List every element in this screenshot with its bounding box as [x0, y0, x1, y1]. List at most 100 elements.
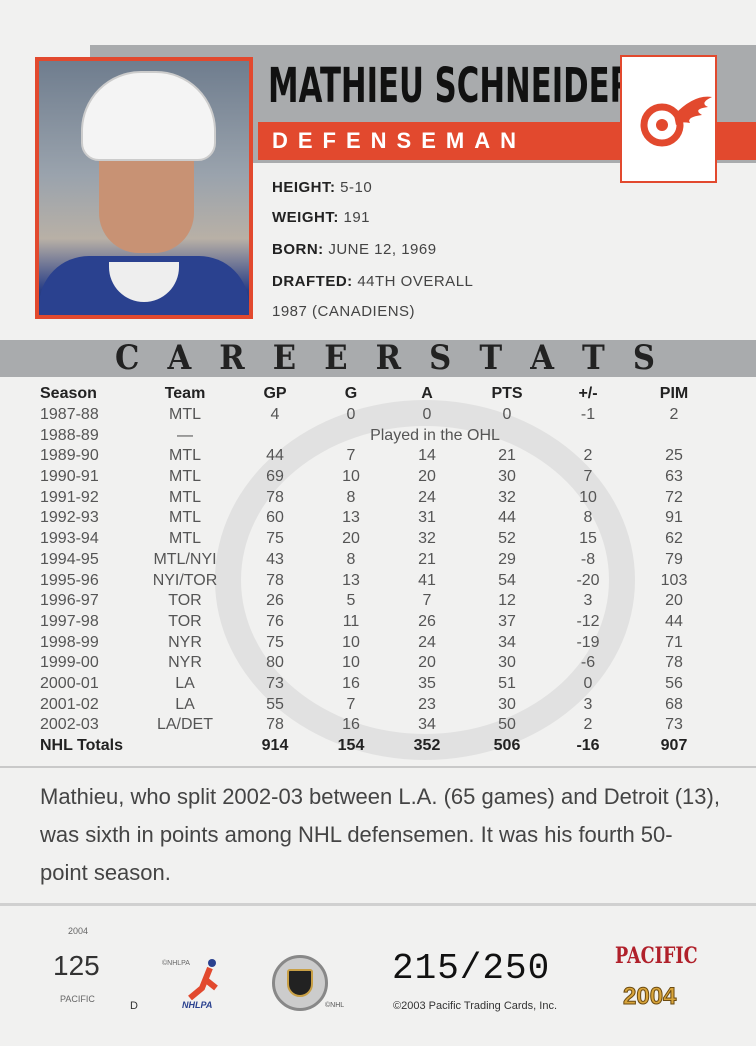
cell-pts: 32	[498, 488, 516, 506]
table-row: 1998-99 NYR 75 10 24 34 -19 71	[40, 632, 730, 653]
cell-: +/-	[578, 385, 598, 403]
cell-pts: 44	[498, 509, 516, 527]
cell-pim: 25	[665, 447, 683, 465]
cell-: 0	[583, 674, 593, 692]
cell-: 7	[583, 468, 593, 486]
cell-gp: 4	[270, 406, 280, 424]
cell-pim: 63	[665, 468, 683, 486]
cell-season: 1996-97	[40, 592, 99, 610]
cell-team: NYI/TOR	[152, 571, 218, 589]
bio-drafted: DRAFTED: 44TH OVERALL	[272, 273, 474, 290]
cell-gp: 75	[266, 530, 284, 548]
cell-g: 10	[342, 654, 360, 672]
cell-pts: 21	[498, 447, 516, 465]
cell-a: 24	[418, 488, 436, 506]
cell-pts: 50	[498, 716, 516, 734]
cell-team: MTL	[169, 509, 201, 527]
cell-pim: 56	[665, 674, 683, 692]
cell-pim: 72	[665, 488, 683, 506]
cell-team: LA	[175, 695, 195, 713]
cell-a: 32	[418, 530, 436, 548]
cell-a: 23	[418, 695, 436, 713]
nhl-logo-icon	[272, 955, 328, 1011]
stats-title-letter: S	[429, 338, 452, 378]
cell-pim: 68	[665, 695, 683, 713]
cell-pts: 54	[498, 571, 516, 589]
cell-pim: 91	[665, 509, 683, 527]
cell-: -20	[576, 571, 600, 589]
stats-title-letter: C	[115, 338, 140, 378]
cell-: 10	[579, 488, 597, 506]
cell-team: MTL	[169, 406, 201, 424]
cell-pts: 12	[498, 592, 516, 610]
cell-gp: 80	[266, 654, 284, 672]
cell-g: 0	[346, 406, 356, 424]
cell-team: MTL	[169, 447, 201, 465]
table-row: 1992-93 MTL 60 13 31 44 8 91	[40, 508, 730, 529]
cell-g: 5	[346, 592, 356, 610]
table-row: 1995-96 NYI/TOR 78 13 41 54 -20 103	[40, 570, 730, 591]
cell-a: 20	[418, 654, 436, 672]
career-stats-band	[0, 340, 756, 377]
bio-drafted-year: 1987 (CANADIENS)	[272, 303, 416, 320]
cell-g: G	[344, 385, 358, 403]
stats-title-letter: T	[479, 338, 503, 378]
stats-title-letter: E	[324, 338, 348, 378]
cell-gp: 78	[266, 716, 284, 734]
table-row: 1989-90 MTL 44 7 14 21 2 25	[40, 446, 730, 467]
stats-title-letter: E	[272, 338, 297, 378]
cell-a: 21	[418, 550, 436, 568]
cell-season: 2000-01	[40, 674, 99, 692]
cell-pts: 30	[498, 695, 516, 713]
cell-gp: 73	[266, 674, 284, 692]
cell-pts: 30	[498, 468, 516, 486]
cell-a: A	[421, 385, 433, 403]
cell-pts: 30	[498, 654, 516, 672]
cell-season: NHL Totals	[40, 737, 123, 755]
cell-pts: 37	[498, 612, 516, 630]
cell-gp: 26	[266, 592, 284, 610]
stats-table: Season Team GP G A PTS +/- PIM 1987-88 MTL 4 0 0 0 -1 2…	[40, 384, 730, 756]
cell-g: 7	[346, 447, 356, 465]
cell-team: MTL/NYI	[153, 550, 217, 568]
cell-g: 8	[346, 488, 356, 506]
copyright: ©2003 Pacific Trading Cards, Inc.	[393, 1000, 558, 1012]
cell-gp: 78	[266, 488, 284, 506]
cell-g: 8	[346, 550, 356, 568]
pacific-small: PACIFIC	[60, 994, 95, 1004]
cell-pts: 34	[498, 633, 516, 651]
cell-: -6	[580, 654, 596, 672]
cell-a: 14	[418, 447, 436, 465]
divider	[0, 766, 756, 768]
cell: —	[177, 426, 193, 444]
serial-number: 215/250	[392, 948, 551, 989]
cell-: -12	[576, 612, 600, 630]
player-photo	[35, 57, 253, 319]
red-wings-logo-icon	[620, 55, 717, 183]
cell-team: Team	[164, 385, 206, 403]
cell-: -8	[580, 550, 596, 568]
pacific-2004-logo: PACIFIC 2004	[615, 943, 698, 1011]
cell-a: 24	[418, 633, 436, 651]
table-row: 1994-95 MTL/NYI 43 8 21 29 -8 79	[40, 550, 730, 571]
cell-: 3	[583, 592, 593, 610]
cell-team: MTL	[169, 488, 201, 506]
cell-gp: 55	[266, 695, 284, 713]
cell-team: MTL	[169, 468, 201, 486]
table-row: 1987-88 MTL 4 0 0 0 -1 2	[40, 405, 730, 426]
cell-season: 2001-02	[40, 695, 99, 713]
cell-pim: 20	[665, 592, 683, 610]
cell-a: 0	[422, 406, 432, 424]
cell-gp: GP	[263, 385, 287, 403]
table-row: 1999-00 NYR 80 10 20 30 -6 78	[40, 653, 730, 674]
cell-gp: 914	[261, 737, 289, 755]
footer-d: D	[130, 1000, 138, 1012]
cell-g: 16	[342, 716, 360, 734]
cell-g: 13	[342, 571, 360, 589]
cell-: -1	[580, 406, 596, 424]
cell-: 2	[583, 447, 593, 465]
cell-team: NYR	[168, 654, 202, 672]
cell-pts: 52	[498, 530, 516, 548]
card-number: 125	[53, 950, 100, 981]
table-row: 2002-03 LA/DET 78 16 34 50 2 73	[40, 715, 730, 736]
